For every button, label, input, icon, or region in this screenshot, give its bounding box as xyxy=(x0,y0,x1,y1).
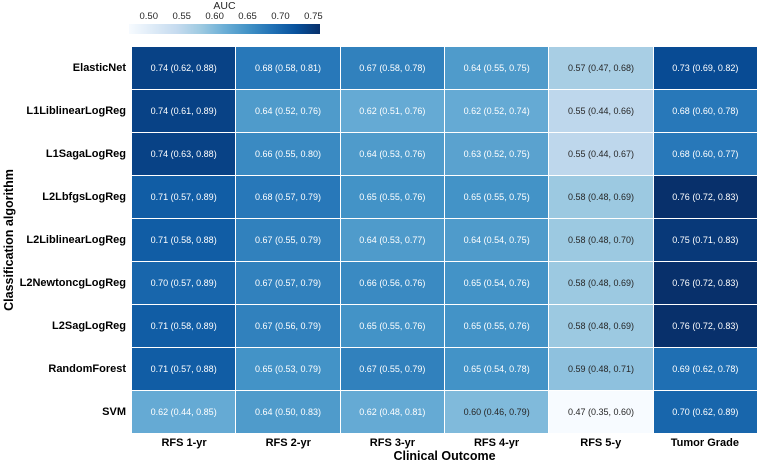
heatmap-cell: 0.47 (0.35, 0.60) xyxy=(549,391,653,433)
y-axis-title: Classification algorithm xyxy=(2,169,16,311)
x-axis-tick-labels: RFS 1-yr RFS 2-yr RFS 3-yr RFS 4-yr RFS 5-y T… xyxy=(132,437,757,450)
heatmap-cell: 0.68 (0.60, 0.77) xyxy=(653,133,757,175)
heatmap-cell: 0.60 (0.46, 0.79) xyxy=(445,391,549,433)
heatmap-cell: 0.65 (0.55, 0.75) xyxy=(445,176,549,218)
heatmap-cell: 0.68 (0.57, 0.79) xyxy=(236,176,340,218)
y-axis-tick-labels: ElasticNet L1LiblinearLogReg L1SagaLogReg L… xyxy=(0,47,126,433)
heatmap-cell: 0.68 (0.60, 0.78) xyxy=(653,90,757,132)
heatmap-cell: 0.74 (0.61, 0.89) xyxy=(132,90,236,132)
row-label: ElasticNet xyxy=(72,62,126,75)
heatmap-cell: 0.71 (0.57, 0.89) xyxy=(132,176,236,218)
heatmap-cell: 0.67 (0.56, 0.79) xyxy=(236,305,340,347)
col-label: RFS 2-yr xyxy=(265,437,311,449)
row-label: RandomForest xyxy=(48,362,126,375)
row-label: L2LiblinearLogReg xyxy=(26,233,126,246)
heatmap-cell: 0.67 (0.55, 0.79) xyxy=(340,348,444,390)
heatmap-cell: 0.65 (0.55, 0.76) xyxy=(340,305,444,347)
colorbar-tick-label: 0.55 xyxy=(172,11,191,22)
colorbar-tick-label: 0.65 xyxy=(238,11,257,22)
heatmap-cell: 0.62 (0.51, 0.76) xyxy=(340,90,444,132)
heatmap-cell: 0.71 (0.57, 0.88) xyxy=(132,348,236,390)
heatmap-cell: 0.62 (0.44, 0.85) xyxy=(132,391,236,433)
heatmap-cell: 0.57 (0.47, 0.68) xyxy=(549,47,653,89)
col-label: RFS 4-yr xyxy=(473,437,520,449)
heatmap-cell: 0.70 (0.62, 0.89) xyxy=(653,391,757,433)
heatmap-cell: 0.73 (0.69, 0.82) xyxy=(653,47,757,89)
col-label: RFS 5-y xyxy=(580,437,622,449)
colorbar-tick-label: 0.70 xyxy=(271,11,290,22)
heatmap-cell: 0.64 (0.52, 0.76) xyxy=(236,90,340,132)
colorbar-tick-label: 0.75 xyxy=(304,11,323,22)
heatmap-cell: 0.74 (0.63, 0.88) xyxy=(132,133,236,175)
heatmap-cell: 0.55 (0.44, 0.67) xyxy=(549,133,653,175)
row-label: SVM xyxy=(102,405,126,418)
heatmap-cell: 0.71 (0.58, 0.88) xyxy=(132,219,236,261)
heatmap-cell: 0.71 (0.58, 0.89) xyxy=(132,305,236,347)
heatmap-cell: 0.68 (0.58, 0.81) xyxy=(236,47,340,89)
heatmap-cell: 0.65 (0.55, 0.76) xyxy=(445,305,549,347)
heatmap-cell: 0.55 (0.44, 0.66) xyxy=(549,90,653,132)
row-label: L2NewtoncgLogReg xyxy=(19,276,126,289)
heatmap-cell: 0.62 (0.48, 0.81) xyxy=(340,391,444,433)
heatmap-cell: 0.64 (0.55, 0.75) xyxy=(445,47,549,89)
heatmap-cell: 0.69 (0.62, 0.78) xyxy=(653,348,757,390)
col-label: RFS 3-yr xyxy=(369,437,416,449)
heatmap-cell: 0.59 (0.48, 0.71) xyxy=(549,348,653,390)
colorbar-title: AUC xyxy=(213,0,236,12)
heatmap-grid: 0.74 (0.62, 0.88) 0.68 (0.58, 0.81) 0.67 (… xyxy=(132,47,757,433)
heatmap-cell: 0.74 (0.62, 0.88) xyxy=(132,47,236,89)
heatmap-cell: 0.58 (0.48, 0.70) xyxy=(549,219,653,261)
row-label: L1LiblinearLogReg xyxy=(26,105,126,118)
row-label: L2SagLogReg xyxy=(52,319,126,332)
heatmap-cell: 0.76 (0.72, 0.83) xyxy=(653,305,757,347)
heatmap-cell: 0.66 (0.55, 0.80) xyxy=(236,133,340,175)
col-label: Tumor Grade xyxy=(670,437,740,449)
heatmap-cell: 0.67 (0.58, 0.78) xyxy=(340,47,444,89)
row-label: L1SagaLogReg xyxy=(45,148,126,161)
heatmap-cell: 0.75 (0.71, 0.83) xyxy=(653,219,757,261)
heatmap-cell: 0.63 (0.52, 0.75) xyxy=(445,133,549,175)
heatmap-cell: 0.76 (0.72, 0.83) xyxy=(653,176,757,218)
col-label: RFS 1-yr xyxy=(161,437,207,449)
heatmap-cell: 0.66 (0.56, 0.76) xyxy=(340,262,444,304)
colorbar-tick-label: 0.50 xyxy=(139,11,159,22)
heatmap-cell: 0.65 (0.55, 0.76) xyxy=(340,176,444,218)
colorbar-gradient xyxy=(129,24,320,34)
heatmap-cell: 0.65 (0.54, 0.76) xyxy=(445,262,549,304)
heatmap-cell: 0.67 (0.57, 0.79) xyxy=(236,262,340,304)
heatmap-cell: 0.58 (0.48, 0.69) xyxy=(549,305,653,347)
heatmap-cell: 0.64 (0.50, 0.83) xyxy=(236,391,340,433)
x-axis-title: Clinical Outcome xyxy=(393,449,496,463)
heatmap-cell: 0.58 (0.48, 0.69) xyxy=(549,262,653,304)
heatmap-cell: 0.67 (0.55, 0.79) xyxy=(236,219,340,261)
heatmap-cell: 0.64 (0.53, 0.77) xyxy=(340,219,444,261)
row-label: L2LbfgsLogReg xyxy=(42,191,126,204)
colorbar-tick-label: 0.60 xyxy=(205,11,224,22)
heatmap-cell: 0.58 (0.48, 0.69) xyxy=(549,176,653,218)
heatmap-cell: 0.64 (0.54, 0.75) xyxy=(445,219,549,261)
heatmap-cell: 0.76 (0.72, 0.83) xyxy=(653,262,757,304)
heatmap-cell: 0.62 (0.52, 0.74) xyxy=(445,90,549,132)
heatmap-cell: 0.65 (0.54, 0.78) xyxy=(445,348,549,390)
heatmap-cell: 0.65 (0.53, 0.79) xyxy=(236,348,340,390)
heatmap-cell: 0.64 (0.53, 0.76) xyxy=(340,133,444,175)
heatmap-cell: 0.70 (0.57, 0.89) xyxy=(132,262,236,304)
colorbar-ticks: 0.50 0.55 0.60 0.65 0.70 0.75 xyxy=(129,11,323,23)
